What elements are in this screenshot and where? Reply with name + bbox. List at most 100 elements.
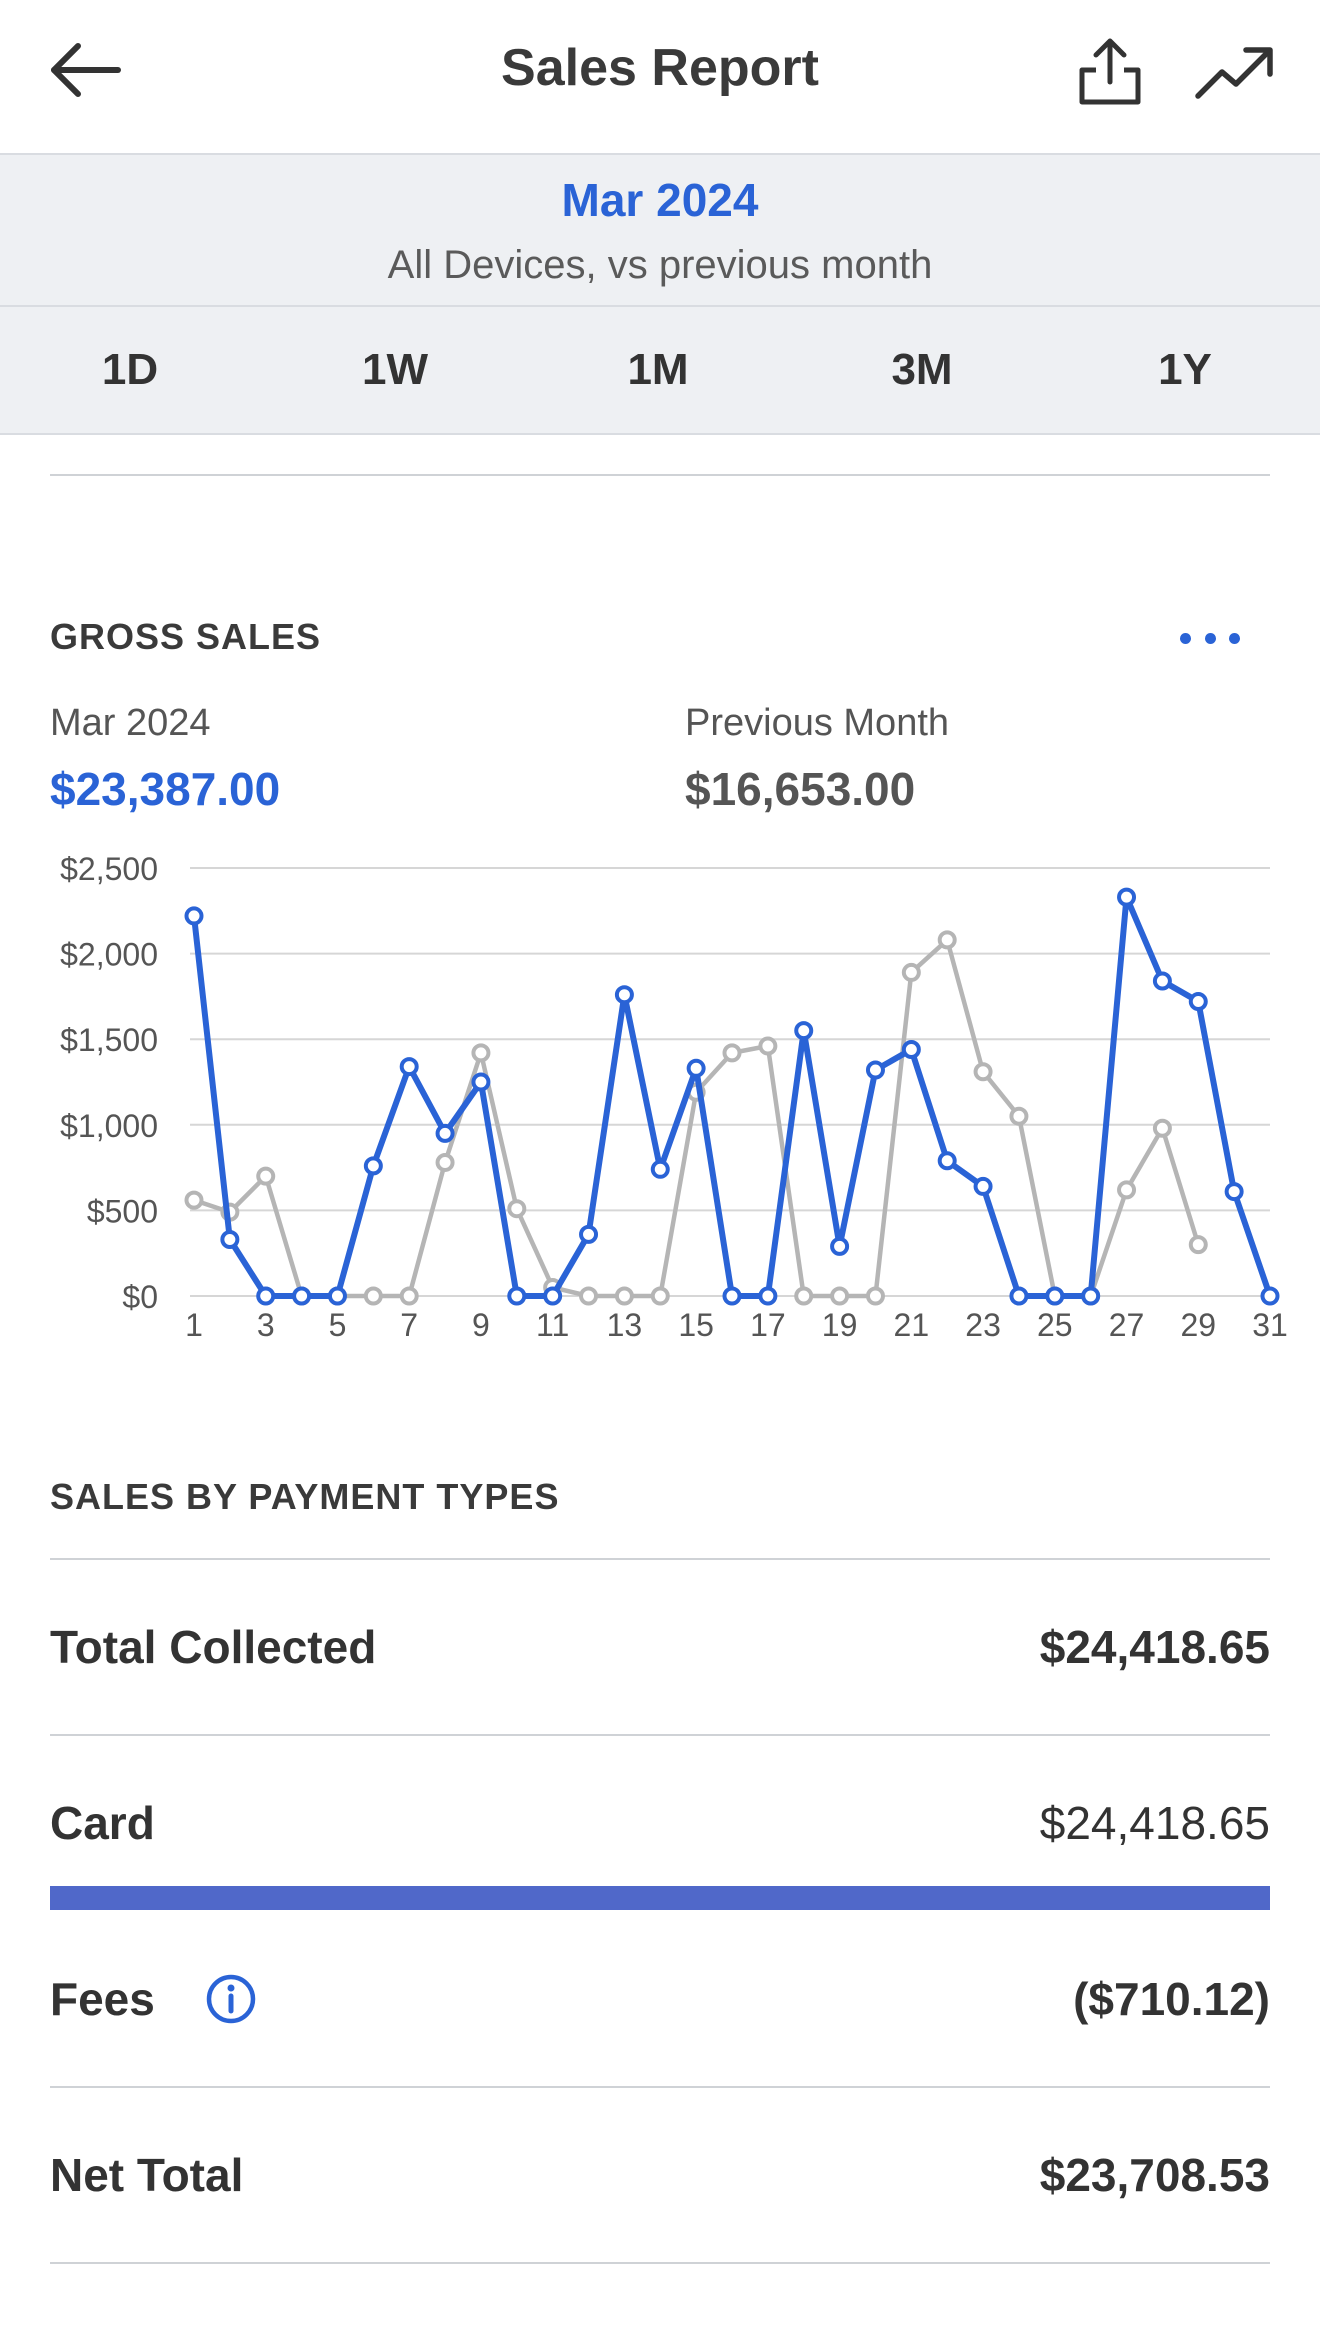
- x-tick-label: 1: [185, 1307, 203, 1343]
- current-month-series-point: [830, 1236, 850, 1256]
- current-month-series-point: [1152, 971, 1172, 991]
- more-dot-icon: [1204, 632, 1216, 644]
- current-month-series-point: [614, 985, 634, 1005]
- y-tick-label: $1,000: [60, 1108, 158, 1144]
- previous-month-series-point: [794, 1286, 814, 1306]
- previous-month-series-point: [901, 962, 921, 982]
- current-month-series-point: [435, 1123, 455, 1143]
- card-label: Card: [50, 1797, 155, 1849]
- tab-3m[interactable]: 3M: [891, 345, 953, 394]
- tab-1d[interactable]: 1D: [101, 345, 159, 394]
- current-month-series-point: [865, 1060, 885, 1080]
- y-tick-label: $2,500: [60, 851, 158, 887]
- divider: [50, 1734, 1270, 1736]
- more-dot-icon: [1229, 632, 1240, 644]
- trend-button[interactable]: [1190, 32, 1280, 112]
- previous-month-series-point: [650, 1286, 670, 1306]
- arrow-left-icon: [51, 43, 121, 97]
- previous-period-label: Previous Month: [685, 702, 950, 744]
- current-month-series-point: [292, 1286, 312, 1306]
- info-icon: [206, 1974, 256, 2024]
- current-month-series-point: [543, 1286, 563, 1306]
- x-tick-label: 23: [965, 1307, 1001, 1343]
- x-tick-label: 7: [400, 1307, 418, 1343]
- previous-month-series-point: [256, 1166, 276, 1186]
- period-subtitle: All Devices, vs previous month: [387, 243, 933, 287]
- current-period-value: $23,387.00: [50, 763, 281, 815]
- previous-month-series-point: [830, 1286, 850, 1306]
- current-month-series-point: [220, 1230, 240, 1250]
- current-month-series-point: [399, 1057, 419, 1077]
- x-tick-label: 15: [678, 1307, 714, 1343]
- current-month-series-point: [1009, 1286, 1029, 1306]
- current-month-series-point: [901, 1039, 921, 1059]
- current-month-series-point: [507, 1286, 527, 1306]
- current-month-series-point: [579, 1224, 599, 1244]
- total-collected-value: $24,418.65: [1039, 1621, 1270, 1673]
- gross-sales-title: GROSS SALES: [50, 616, 322, 657]
- x-tick-label: 13: [607, 1307, 643, 1343]
- fees-info-button[interactable]: [205, 1973, 257, 2025]
- previous-month-series-point: [435, 1152, 455, 1172]
- net-total-value: $23,708.53: [1039, 2149, 1270, 2201]
- more-options-button[interactable]: [1180, 620, 1240, 656]
- tab-1m[interactable]: 1M: [627, 345, 689, 394]
- previous-month-series-point: [507, 1199, 527, 1219]
- previous-month-series-point: [1188, 1235, 1208, 1255]
- current-month-series-point: [1260, 1286, 1280, 1306]
- net-total-label: Net Total: [50, 2149, 244, 2201]
- current-month-series-point: [650, 1159, 670, 1179]
- current-month-series-point: [1117, 887, 1137, 907]
- share-button[interactable]: [1070, 32, 1150, 112]
- previous-month-series-point: [1117, 1180, 1137, 1200]
- current-month-series-point: [363, 1156, 383, 1176]
- x-tick-label: 5: [329, 1307, 347, 1343]
- page-title: Sales Report: [501, 39, 819, 97]
- x-tick-label: 19: [822, 1307, 858, 1343]
- period-selector[interactable]: Mar 2024 All Devices, vs previous month: [0, 153, 1320, 307]
- trend-up-icon: [1195, 47, 1273, 99]
- more-dot-icon: [1180, 632, 1191, 644]
- previous-period-value: $16,653.00: [685, 763, 916, 815]
- previous-month-series-line: [191, 937, 1201, 1299]
- current-month-series-point: [1045, 1286, 1065, 1306]
- previous-month-series-point: [579, 1286, 599, 1306]
- fees-value: ($710.12): [1073, 1973, 1270, 2025]
- current-month-series-point: [327, 1286, 347, 1306]
- card-value: $24,418.65: [1039, 1797, 1270, 1849]
- current-month-series-point: [471, 1072, 491, 1092]
- y-tick-label: $2,000: [60, 937, 158, 973]
- tab-1w[interactable]: 1W: [362, 345, 428, 394]
- previous-month-series-point: [758, 1036, 778, 1056]
- tab-1y[interactable]: 1Y: [1158, 345, 1212, 394]
- range-tabs: 1D 1W 1M 3M 1Y: [0, 305, 1320, 435]
- previous-month-series-point: [937, 930, 957, 950]
- x-tick-label: 11: [536, 1307, 569, 1343]
- x-tick-label: 27: [1109, 1307, 1145, 1343]
- current-month-series-point: [1081, 1286, 1101, 1306]
- current-month-series-point: [1188, 992, 1208, 1012]
- previous-month-series-point: [722, 1043, 742, 1063]
- previous-month-series-point: [471, 1043, 491, 1063]
- current-month-series-point: [686, 1058, 706, 1078]
- period-month: Mar 2024: [561, 174, 759, 226]
- current-month-series-point: [1224, 1182, 1244, 1202]
- total-collected-label: Total Collected: [50, 1621, 377, 1673]
- x-tick-label: 3: [257, 1307, 275, 1343]
- y-tick-label: $1,500: [60, 1022, 158, 1058]
- previous-month-series-point: [363, 1286, 383, 1306]
- x-tick-label: 21: [894, 1307, 930, 1343]
- previous-month-series-point: [1009, 1106, 1029, 1126]
- current-month-series-point: [184, 906, 204, 926]
- previous-month-series-point: [399, 1286, 419, 1306]
- y-tick-label: $500: [87, 1193, 158, 1229]
- current-month-series-point: [973, 1176, 993, 1196]
- current-period-label: Mar 2024: [50, 702, 211, 744]
- share-icon: [1079, 38, 1141, 105]
- back-button[interactable]: [40, 30, 130, 110]
- previous-month-series-point: [865, 1286, 885, 1306]
- current-month-series-point: [256, 1286, 276, 1306]
- header-bar: Sales Report: [0, 0, 1320, 153]
- card-share-fill: [50, 1886, 1270, 1910]
